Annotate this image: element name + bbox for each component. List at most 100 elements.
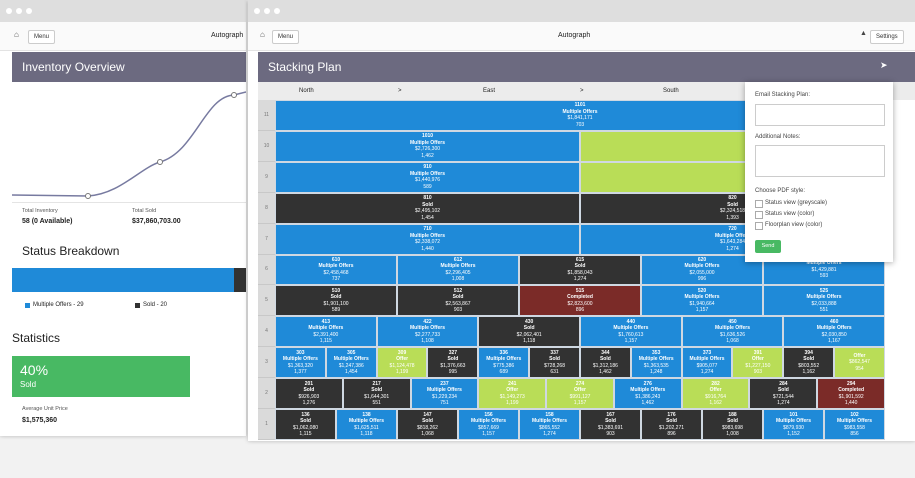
bell-icon[interactable]: ▲ [860, 30, 867, 37]
unit[interactable]: 373 Multiple Offers $905,077 1,274 [681, 347, 733, 379]
checkbox[interactable] [755, 211, 763, 219]
unit[interactable]: 294 Completed $1,901,592 1,440 [817, 378, 886, 410]
unit[interactable]: 1010 Multiple Offers $2,726,300 1,462 [275, 130, 580, 162]
unit[interactable]: 510 Sold $1,901,100 589 [275, 285, 397, 317]
unit-number: 394 [804, 349, 813, 356]
unit[interactable]: 167 Sold $1,383,691 903 [580, 409, 641, 440]
unit-number: 274 [575, 380, 585, 387]
unit[interactable]: 460 Multiple Offers $2,030,850 1,167 [783, 316, 886, 348]
unit-price: $2,495,102 [414, 208, 441, 215]
unit[interactable]: 337 Sold $728,268 631 [529, 347, 580, 379]
unit-size: 1,274 [573, 276, 587, 283]
email-panel: Email Stacking Plan: Additional Notes: C… [745, 82, 893, 262]
unit[interactable]: 615 Sold $1,858,043 1,274 [519, 254, 641, 286]
unit-size: 1,008 [726, 431, 739, 438]
send-icon[interactable]: ➤ [880, 60, 888, 70]
unit[interactable]: 158 Multiple Offers $865,552 1,274 [519, 409, 580, 440]
unit[interactable]: 810 Sold $2,495,102 1,454 [275, 192, 580, 224]
unit[interactable]: 394 Sold $803,552 1,162 [783, 347, 835, 379]
unit-size: 856 [850, 431, 859, 438]
unit-number: 373 [702, 349, 712, 356]
unit[interactable]: 305 Multiple Offers $1,247,386 1,454 [325, 347, 377, 379]
unit[interactable]: 336 Multiple Offers $775,386 689 [478, 347, 530, 379]
unit[interactable]: 188 Sold $983,698 1,008 [702, 409, 763, 440]
unit[interactable]: 274 Offer $991,127 1,157 [546, 378, 614, 410]
unit[interactable]: 156 Multiple Offers $857,669 1,157 [458, 409, 519, 440]
unit[interactable]: 136 Sold $1,062,080 1,115 [275, 409, 336, 440]
notes-input[interactable] [755, 145, 885, 177]
unit[interactable]: 515 Completed $2,823,600 896 [519, 285, 641, 317]
unit-status: Sold [452, 294, 464, 301]
floor-label: 7 [258, 223, 275, 255]
menu-button[interactable]: Menu [272, 30, 300, 44]
unit[interactable]: 525 Multiple Offers $2,033,888 551 [763, 285, 885, 317]
unit[interactable]: 282 Offer $916,764 1,162 [681, 378, 750, 410]
unit[interactable]: 430 Sold $2,062,401 1,118 [478, 316, 581, 348]
unit[interactable]: 353 Multiple Offers $1,363,535 1,248 [630, 347, 682, 379]
unit-size: 1,454 [344, 369, 358, 376]
unit[interactable]: 101 Multiple Offers $879,930 1,152 [763, 409, 824, 440]
unit-number: 294 [846, 380, 856, 387]
unit[interactable]: 147 Sold $818,262 1,068 [397, 409, 458, 440]
unit[interactable]: 520 Multiple Offers $1,940,664 1,157 [641, 285, 763, 317]
unit[interactable]: 422 Multiple Offers $2,277,733 1,108 [376, 316, 479, 348]
unit[interactable]: 241 Offer $1,149,273 1,199 [478, 378, 547, 410]
unit-price: $865,552 [539, 424, 560, 431]
unit-price: $1,227,150 [745, 362, 771, 369]
back-window: ⌂ Menu Autograph Inventory Overview Tota… [0, 0, 246, 436]
unit[interactable]: 201 Sold $926,903 1,276 [275, 378, 343, 410]
unit-status: Sold [727, 418, 738, 425]
unit-number: 1101 [574, 102, 586, 109]
menu-button[interactable]: Menu [28, 30, 56, 44]
checkbox[interactable] [755, 222, 763, 230]
settings-button[interactable]: Settings [870, 30, 904, 44]
unit-status: Offer [751, 356, 764, 363]
unit-price: $1,062,080 [292, 424, 319, 431]
floor-row: 3 303 Multiple Offers $1,363,320 1,377 305 Mul… [258, 347, 885, 379]
unit[interactable]: 309 Offer $1,124,478 1,199 [376, 347, 428, 379]
unit[interactable]: 237 Multiple Offers $1,229,234 751 [410, 378, 479, 410]
unit[interactable]: Offer $862,547 954 [834, 347, 885, 379]
unit[interactable]: 176 Sold $1,202,271 896 [641, 409, 702, 440]
email-input[interactable] [755, 104, 885, 126]
unit-number: 430 [525, 318, 534, 325]
unit[interactable]: 413 Multiple Offers $2,391,400 1,115 [275, 316, 377, 348]
option-label: Status view (color) [765, 211, 815, 217]
unit[interactable]: 276 Multiple Offers $1,386,243 1,462 [613, 378, 682, 410]
unit-price: $1,124,478 [389, 362, 415, 369]
unit-status: Sold [422, 418, 433, 425]
unit-price: $1,760,613 [618, 331, 644, 338]
unit-price: $2,391,400 [313, 331, 339, 338]
unit-number: 102 [850, 411, 859, 418]
unit[interactable]: 620 Multiple Offers $2,055,000 996 [641, 254, 763, 286]
unit[interactable]: 327 Sold $1,376,663 995 [427, 347, 479, 379]
unit[interactable]: 217 Sold $1,644,301 551 [342, 378, 411, 410]
unit-status: Sold [300, 418, 311, 425]
unit[interactable]: 284 Sold $721,544 1,274 [749, 378, 818, 410]
title-bar [0, 0, 246, 22]
unit[interactable]: 344 Sold $1,312,186 1,462 [579, 347, 631, 379]
unit-status: Offer [506, 387, 519, 394]
unit[interactable]: 710 Multiple Offers $2,338,072 1,440 [275, 223, 580, 255]
send-button[interactable]: Send [755, 240, 781, 253]
unit[interactable]: 102 Multiple Offers $983,558 856 [824, 409, 885, 440]
unit-number: 156 [484, 411, 493, 418]
floor-row: 4 413 Multiple Offers $2,391,400 1,115 422 Mul… [258, 316, 886, 348]
checkbox[interactable] [755, 200, 763, 208]
unit-size: 1,157 [695, 307, 709, 314]
unit[interactable]: 138 Multiple Offers $1,625,511 1,118 [336, 409, 397, 440]
unit[interactable]: 612 Multiple Offers $2,296,405 1,008 [397, 254, 519, 286]
unit-price: $818,262 [417, 424, 438, 431]
unit[interactable]: 610 Multiple Offers $2,458,468 737 [275, 254, 397, 286]
unit-number: 327 [448, 349, 458, 356]
unit[interactable]: 303 Multiple Offers $1,363,320 1,377 [275, 347, 326, 379]
unit-status: Sold [549, 356, 560, 363]
unit[interactable]: 450 Multiple Offers $1,636,526 1,068 [681, 316, 784, 348]
unit-number: 353 [652, 349, 661, 356]
unit[interactable]: 391 Offer $1,227,150 903 [732, 347, 784, 379]
unit[interactable]: 440 Multiple Offers $1,760,613 1,157 [580, 316, 682, 348]
unit[interactable]: 512 Sold $2,563,867 903 [397, 285, 519, 317]
sold-percent: 40% [20, 362, 49, 378]
unit[interactable]: 910 Multiple Offers $1,440,976 589 [275, 161, 580, 193]
unit-status: Multiple Offers [613, 325, 649, 332]
